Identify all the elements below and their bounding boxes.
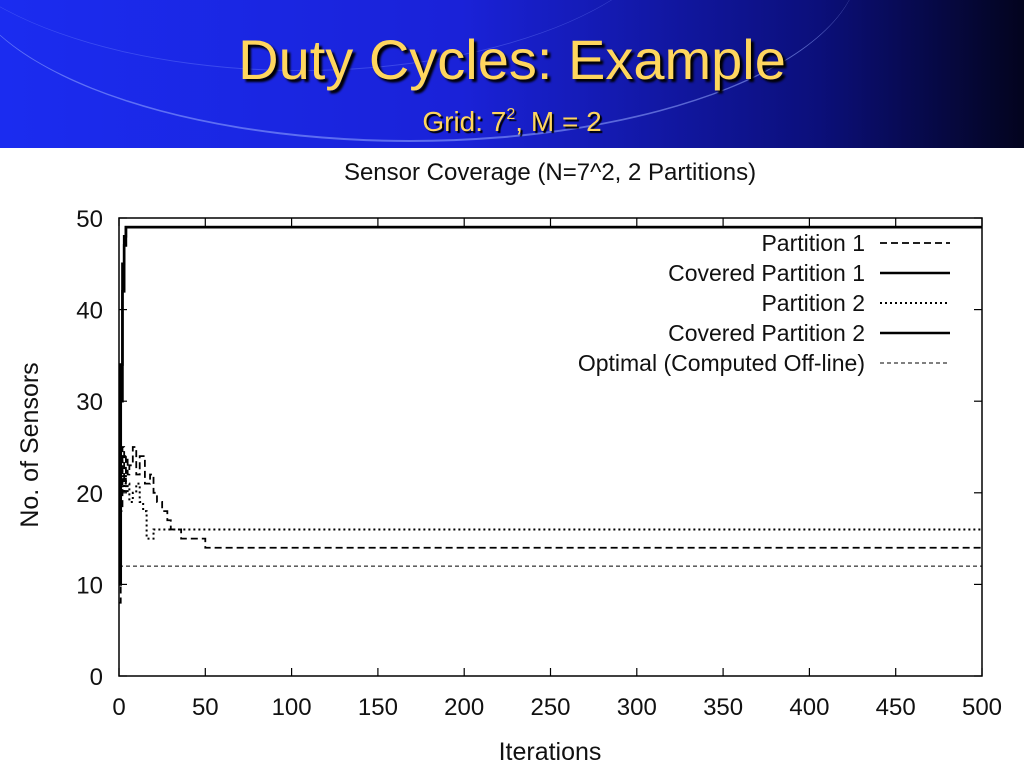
y-tick-label: 50	[76, 206, 103, 233]
series-line-4	[119, 225, 982, 568]
x-tick-label: 500	[962, 694, 1002, 721]
legend-label-1: Partition 1	[761, 230, 865, 256]
slide-header: Duty Cycles: Example Grid: 72, M = 2	[0, 0, 1024, 148]
legend-label-3: Partition 2	[761, 290, 865, 316]
slide-subtitle: Grid: 72, M = 2	[0, 106, 1024, 137]
x-tick-label: 350	[703, 694, 743, 721]
x-tick-label: 300	[617, 694, 657, 721]
x-tick-label: 150	[358, 694, 398, 721]
plot-area: 0 50 100 150 200 250 300 350 400 450 500 0 10 20 30 40 5…	[76, 206, 1002, 721]
y-tick-label: 30	[76, 389, 103, 416]
slide-title: Duty Cycles: Example	[238, 28, 786, 91]
x-tick-label: 0	[112, 694, 125, 721]
subtitle-suffix: , M = 2	[515, 106, 602, 137]
y-tick-label: 0	[90, 664, 103, 691]
legend-label-2: Covered Partition 1	[668, 260, 865, 286]
y-tick-label: 10	[76, 572, 103, 599]
y-tick-label: 40	[76, 298, 103, 325]
series-line-1	[119, 446, 982, 604]
legend-label-5: Optimal (Computed Off-line)	[578, 350, 865, 376]
x-tick-label: 50	[192, 694, 219, 721]
chart-title: Sensor Coverage (N=7^2, 2 Partitions)	[344, 159, 756, 186]
x-axis-label: Iterations	[499, 738, 602, 766]
subtitle-prefix: Grid: 7	[422, 106, 507, 137]
x-tick-label: 450	[876, 694, 916, 721]
x-tick-label: 100	[272, 694, 312, 721]
x-tick-label: 250	[530, 694, 570, 721]
x-tick-label: 400	[789, 694, 829, 721]
sensor-coverage-chart: Sensor Coverage (N=7^2, 2 Partitions) It…	[16, 159, 1002, 766]
plot-frame	[118, 217, 983, 677]
y-axis-label: No. of Sensors	[16, 362, 44, 527]
legend-label-4: Covered Partition 2	[668, 320, 865, 346]
y-tick-label: 20	[76, 481, 103, 508]
header-swoosh-decoration	[0, 0, 860, 142]
series-line-3	[119, 372, 982, 540]
subtitle-superscript: 2	[506, 106, 516, 123]
x-tick-label: 200	[444, 694, 484, 721]
